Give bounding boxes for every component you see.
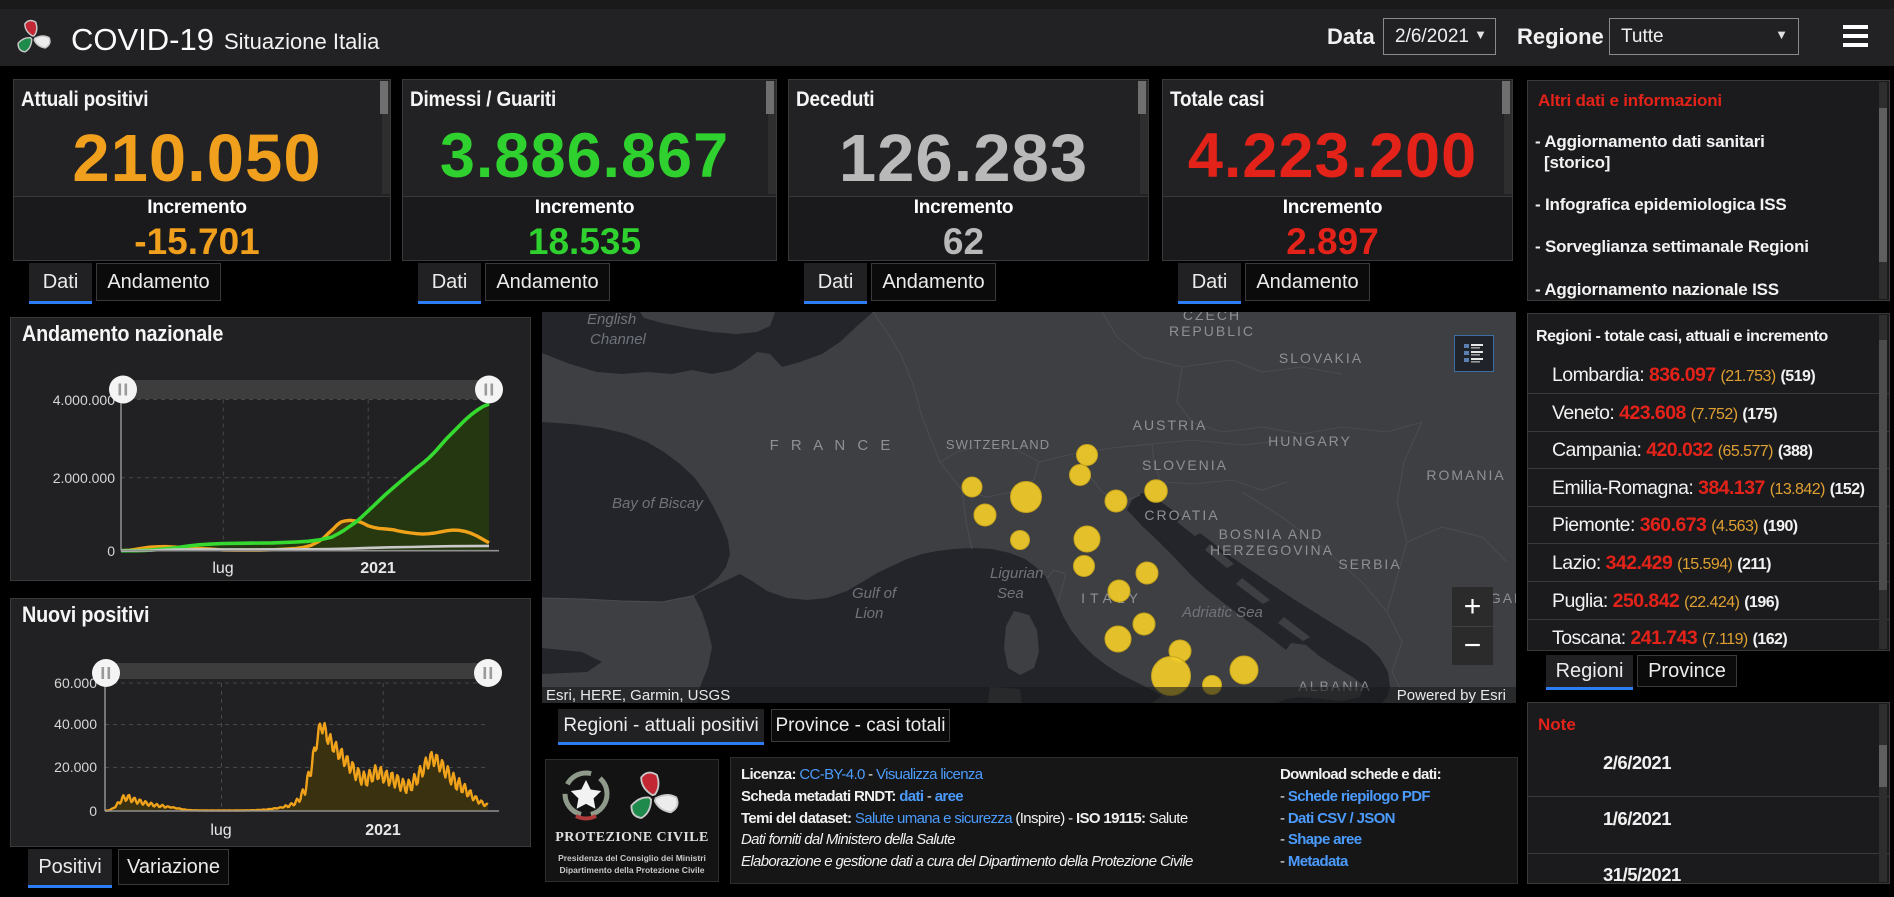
svg-text:GAR: GAR	[1490, 590, 1516, 606]
svg-text:SLOVAKIA: SLOVAKIA	[1279, 350, 1363, 366]
svg-text:0: 0	[107, 543, 115, 559]
svg-text:CZECH: CZECH	[1183, 312, 1241, 323]
svg-text:20.000: 20.000	[54, 759, 97, 775]
svg-text:SERBIA: SERBIA	[1338, 556, 1401, 572]
svg-text:Gulf of: Gulf of	[852, 585, 898, 602]
svg-text:2.000.000: 2.000.000	[53, 470, 115, 486]
svg-text:Ligurian: Ligurian	[990, 565, 1043, 582]
svg-text:F R A N C E: F R A N C E	[770, 437, 895, 454]
svg-text:60.000: 60.000	[54, 675, 97, 691]
svg-text:40.000: 40.000	[54, 716, 97, 732]
svg-text:HERZEGOVINA: HERZEGOVINA	[1210, 542, 1334, 558]
svg-text:Bay of Biscay: Bay of Biscay	[612, 495, 704, 512]
svg-text:lug: lug	[212, 560, 233, 577]
svg-text:0: 0	[89, 803, 97, 819]
svg-text:CROATIA: CROATIA	[1144, 507, 1219, 523]
svg-text:Powered by Esri: Powered by Esri	[1397, 687, 1506, 703]
svg-text:Channel: Channel	[590, 331, 647, 348]
svg-text:SLOVENIA: SLOVENIA	[1142, 457, 1228, 473]
svg-text:English: English	[587, 312, 636, 328]
svg-text:REPUBLIC: REPUBLIC	[1169, 323, 1255, 339]
svg-text:4.000.000: 4.000.000	[53, 392, 115, 408]
svg-text:HUNGARY: HUNGARY	[1268, 433, 1352, 449]
svg-text:Sea: Sea	[997, 585, 1024, 602]
svg-text:2021: 2021	[365, 822, 401, 839]
svg-text:AUSTRIA: AUSTRIA	[1133, 417, 1208, 433]
svg-text:lug: lug	[210, 822, 231, 839]
svg-text:ROMANIA: ROMANIA	[1426, 467, 1505, 483]
svg-text:Esri, HERE, Garmin, USGS: Esri, HERE, Garmin, USGS	[546, 687, 730, 703]
svg-text:SWITZERLAND: SWITZERLAND	[946, 437, 1050, 452]
svg-text:Lion: Lion	[855, 605, 883, 622]
svg-text:BOSNIA AND: BOSNIA AND	[1219, 526, 1324, 542]
svg-text:Adriatic Sea: Adriatic Sea	[1181, 604, 1263, 621]
svg-text:2021: 2021	[360, 560, 396, 577]
